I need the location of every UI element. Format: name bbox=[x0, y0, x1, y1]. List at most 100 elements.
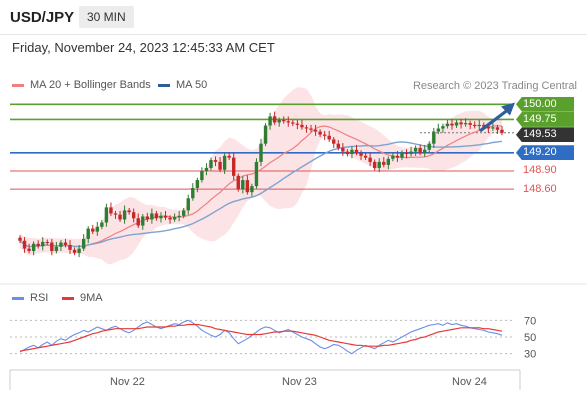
candle-body bbox=[18, 237, 22, 241]
candle-body bbox=[145, 216, 150, 220]
candle-body bbox=[27, 248, 31, 252]
candle-body bbox=[200, 170, 204, 181]
timeframe-button[interactable]: 30 MIN bbox=[79, 6, 134, 28]
candle-body bbox=[104, 207, 109, 223]
candle-body bbox=[277, 120, 281, 123]
candle-body bbox=[163, 215, 168, 218]
x-axis-label: Nov 24 bbox=[452, 376, 487, 388]
symbol-label: USD/JPY bbox=[10, 9, 75, 26]
candle-body bbox=[254, 161, 259, 187]
candle-body bbox=[154, 213, 159, 219]
candle-body bbox=[295, 123, 300, 125]
candle-body bbox=[395, 155, 400, 158]
candle-body bbox=[282, 120, 286, 122]
candle-body bbox=[413, 147, 418, 152]
candle-body bbox=[50, 242, 54, 252]
candle-body bbox=[422, 149, 427, 153]
candle-body bbox=[204, 167, 209, 171]
candle-body bbox=[359, 152, 363, 156]
legend-swatch-rsi bbox=[12, 296, 24, 300]
candle-body bbox=[341, 147, 345, 152]
legend-label-ma50: MA 50 bbox=[176, 79, 208, 91]
candle-body bbox=[118, 214, 122, 220]
candle-body bbox=[318, 131, 322, 135]
candle-body bbox=[236, 175, 240, 190]
candle-body bbox=[122, 210, 127, 220]
candle-body bbox=[450, 123, 454, 126]
x-axis-label: Nov 22 bbox=[110, 376, 145, 388]
candle-body bbox=[218, 161, 222, 170]
candle-body bbox=[131, 212, 136, 219]
candle-body bbox=[81, 238, 86, 249]
candle-body bbox=[477, 124, 481, 127]
candle-body bbox=[445, 123, 450, 127]
candle-body bbox=[391, 155, 395, 159]
candle-body bbox=[31, 243, 36, 252]
rsi-axis-label: 30 bbox=[524, 349, 536, 361]
candle-body bbox=[45, 241, 49, 244]
candle-body bbox=[272, 116, 277, 123]
candle-body bbox=[91, 228, 95, 232]
rsi-line bbox=[19, 319, 503, 355]
legend-rsi9: 9MA bbox=[62, 292, 103, 304]
candle-body bbox=[372, 161, 377, 168]
candle-body bbox=[186, 198, 190, 211]
candle-body bbox=[286, 121, 290, 123]
candle-body bbox=[172, 217, 177, 220]
candle-body bbox=[491, 127, 495, 129]
candle-body bbox=[213, 160, 218, 162]
forecast-arrow-head bbox=[501, 102, 515, 116]
legend-rsi: RSI bbox=[12, 292, 48, 304]
legend-label-ma20: MA 20 + Bollinger Bands bbox=[30, 79, 151, 91]
candle-body bbox=[136, 218, 140, 226]
candle-body bbox=[113, 213, 118, 215]
candle-body bbox=[313, 129, 318, 132]
candle-body bbox=[22, 240, 27, 249]
candle-body bbox=[63, 242, 68, 245]
legend-bollinger: MA 20 + Bollinger Bands bbox=[12, 79, 151, 91]
candle-body bbox=[195, 180, 200, 188]
candle-body bbox=[495, 127, 500, 130]
candle-body bbox=[263, 125, 268, 144]
candle-body bbox=[500, 129, 504, 133]
candle-body bbox=[382, 161, 386, 165]
candle-body bbox=[250, 186, 254, 193]
candle-body bbox=[86, 228, 90, 239]
candle-body bbox=[345, 151, 350, 154]
candle-body bbox=[400, 152, 404, 158]
price-tag-150.00: 150.00 bbox=[516, 96, 574, 112]
candle-body bbox=[336, 143, 341, 148]
legend-swatch-rsi9 bbox=[62, 296, 74, 300]
candle-body bbox=[95, 226, 100, 232]
candle-body bbox=[432, 131, 436, 144]
candle-body bbox=[332, 139, 336, 144]
x-axis-label: Nov 23 bbox=[282, 376, 317, 388]
price-tag-148.90: 148.90 bbox=[523, 164, 557, 177]
candle-body bbox=[241, 180, 245, 190]
rsi-axis-label: 50 bbox=[524, 332, 536, 344]
candle-body bbox=[232, 157, 236, 176]
candle-body bbox=[150, 213, 154, 220]
candle-body bbox=[350, 149, 354, 154]
candle-body bbox=[418, 147, 422, 153]
candle-body bbox=[54, 246, 59, 252]
ma50-line bbox=[19, 140, 503, 248]
candle-body bbox=[486, 126, 491, 129]
candle-body bbox=[409, 151, 413, 154]
candle-body bbox=[468, 123, 472, 125]
candle-body bbox=[127, 210, 131, 213]
candle-body bbox=[404, 152, 409, 154]
candle-body bbox=[363, 155, 368, 158]
candle-body bbox=[41, 241, 45, 247]
candle-body bbox=[68, 244, 72, 250]
candle-body bbox=[368, 157, 372, 162]
candle-body bbox=[427, 143, 431, 150]
chart-header: USD/JPY 30 MIN bbox=[0, 0, 587, 35]
legend-label-rsi: RSI bbox=[30, 292, 49, 304]
candle-body bbox=[77, 248, 81, 253]
candle-body bbox=[454, 122, 459, 126]
candle-body bbox=[168, 217, 172, 220]
timestamp: Friday, November 24, 2023 12:45:33 AM CE… bbox=[12, 40, 275, 55]
candle-body bbox=[322, 134, 327, 136]
candle-body bbox=[300, 124, 304, 128]
